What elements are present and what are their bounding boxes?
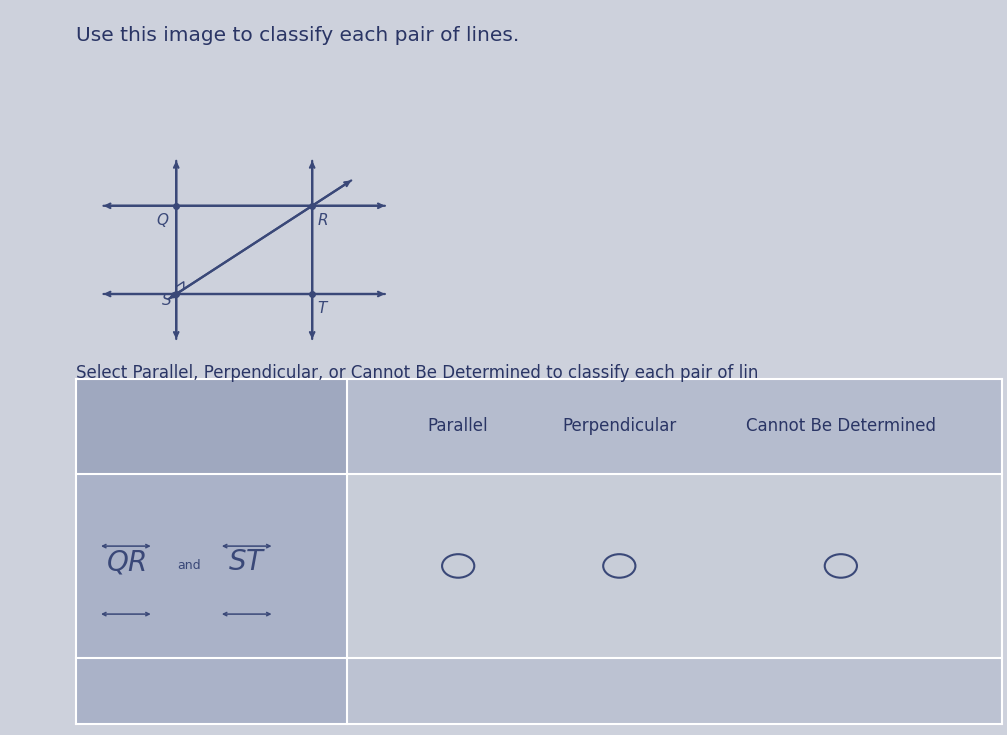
Text: Q: Q: [156, 213, 168, 228]
Text: Parallel: Parallel: [428, 417, 488, 435]
Bar: [76, 379, 347, 474]
Text: R: R: [317, 213, 328, 228]
Bar: [347, 474, 1002, 658]
Text: T: T: [317, 301, 326, 316]
Text: Cannot Be Determined: Cannot Be Determined: [746, 417, 936, 435]
Text: $\mathit{ST}$: $\mathit{ST}$: [228, 549, 266, 576]
Bar: [76, 379, 347, 724]
Text: S: S: [161, 293, 171, 307]
Bar: [347, 379, 1002, 474]
Bar: [347, 658, 1002, 724]
Text: and: and: [177, 559, 201, 573]
Text: Use this image to classify each pair of lines.: Use this image to classify each pair of …: [76, 26, 519, 45]
Text: Select Parallel, Perpendicular, or Cannot Be Determined to classify each pair of: Select Parallel, Perpendicular, or Canno…: [76, 364, 758, 381]
Text: Perpendicular: Perpendicular: [562, 417, 677, 435]
Text: $\mathit{QR}$: $\mathit{QR}$: [106, 548, 146, 576]
